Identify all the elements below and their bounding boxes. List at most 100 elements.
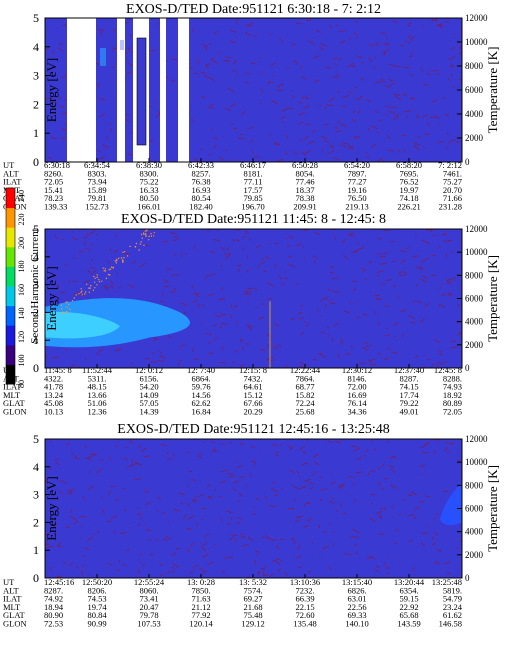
table-cell: 79.78: [139, 610, 158, 620]
color-bar-tick-label: 240: [17, 190, 26, 202]
color-bar-tick-label: 160: [17, 284, 26, 296]
table-cell: 76.38: [191, 177, 210, 187]
table-cell: 54.79: [443, 594, 462, 604]
table-cell: 12: 0:12: [135, 365, 163, 375]
table-cell: 59.76: [191, 382, 210, 392]
table-cell: 15.89: [87, 185, 106, 195]
table-cell: 12.36: [87, 407, 106, 417]
y-right-axis-label: Temperature [K]: [485, 255, 500, 342]
table-cell: 7232.: [295, 585, 314, 595]
table-cell: 20.70: [443, 185, 462, 195]
ion-enhancement-region: [440, 483, 462, 526]
y-tick-label: 3: [33, 488, 39, 502]
table-cell: 166.01: [137, 202, 160, 212]
table-cell: 13.24: [44, 390, 64, 400]
table-cell: 16.84: [191, 407, 211, 417]
table-cell: 74.15: [399, 382, 418, 392]
table-row-label: GLON: [3, 407, 27, 417]
table-cell: 74.18: [399, 193, 418, 203]
table-cell: 120.14: [189, 619, 213, 629]
table-row-label: UT: [3, 160, 15, 170]
table-cell: 219.13: [345, 202, 368, 212]
color-bar-tick-label: 80: [17, 380, 26, 388]
table-row-label: MLT: [3, 390, 21, 400]
table-cell: 16.33: [139, 185, 158, 195]
table-cell: 22.56: [347, 602, 366, 612]
table-cell: 11:52:44: [82, 365, 113, 375]
plot-background: [45, 18, 462, 162]
ephemeris-table-1: UTALTILATMLTGLATGLON6:30:188260.72.0515.…: [3, 160, 462, 212]
y-right-axis-label: Temperature [K]: [485, 47, 500, 134]
color-bar-frame: [5, 187, 16, 385]
color-bar-tick-label: 100: [17, 355, 26, 367]
table-cell: 16.69: [347, 390, 366, 400]
table-cell: 72.24: [295, 398, 315, 408]
table-cell: 5819.: [443, 585, 462, 595]
y-tick-label: 2: [33, 515, 39, 529]
y-right-tick-label: 12000: [465, 224, 488, 234]
y-right-tick-label: 12000: [465, 434, 488, 444]
y-right-tick-label: 2000: [465, 340, 484, 350]
ephemeris-table-2: UTALTILATMLTGLATGLON11:45: 84322.41.7813…: [3, 365, 462, 417]
table-cell: 72.60: [295, 610, 314, 620]
y-tick-label: 1: [33, 543, 39, 557]
table-cell: 78.23: [44, 193, 63, 203]
table-cell: 19.97: [399, 185, 418, 195]
table-cell: 17.57: [243, 185, 262, 195]
color-bar-segment: [6, 246, 15, 267]
table-cell: 8181.: [243, 168, 262, 178]
table-cell: 45.08: [44, 398, 63, 408]
table-cell: 75.48: [243, 610, 262, 620]
y-right-tick-label: 6000: [465, 504, 484, 514]
table-cell: 6:34:54: [84, 160, 111, 170]
table-cell: 69.33: [347, 610, 366, 620]
table-cell: 77.11: [244, 177, 263, 187]
table-cell: 7574.: [243, 585, 262, 595]
table-cell: 15.82: [295, 390, 314, 400]
y-right-tick-label: 2000: [465, 133, 484, 143]
y-right-tick-label: 8000: [465, 61, 484, 71]
speckle-band: [60, 229, 155, 315]
y-axis-label: Energy [eV]: [44, 58, 59, 122]
table-cell: 6:50:28: [292, 160, 318, 170]
table-cell: 7864.: [295, 373, 314, 383]
table-cell: 6:46:17: [240, 160, 266, 170]
table-cell: 61.62: [443, 610, 462, 620]
table-cell: 77.92: [191, 610, 210, 620]
spectrogram-plot-2: [45, 229, 462, 368]
y-right-tick-label: 2000: [465, 550, 484, 560]
table-cell: 73.41: [139, 594, 158, 604]
color-bar-segment: [6, 286, 15, 307]
table-cell: 14.39: [139, 407, 158, 417]
spectrogram-plot-3: [45, 439, 462, 578]
table-cell: 79.81: [87, 193, 106, 203]
plot-background: [45, 439, 462, 578]
table-cell: 13.66: [87, 390, 106, 400]
table-cell: 74.92: [44, 594, 63, 604]
table-cell: 78.38: [295, 193, 314, 203]
table-cell: 6:38:30: [136, 160, 162, 170]
table-cell: 7695.: [399, 168, 418, 178]
table-cell: 8303.: [87, 168, 106, 178]
table-cell: 7897.: [347, 168, 366, 178]
table-row-label: GLAT: [3, 610, 26, 620]
bright-patch: [120, 40, 124, 50]
table-cell: 6:42:33: [188, 160, 214, 170]
table-cell: 12:45: 8: [434, 365, 462, 375]
table-cell: 231.28: [439, 202, 462, 212]
table-cell: 20.47: [139, 602, 158, 612]
color-bar-tick-label: 120: [17, 331, 26, 343]
y-right-tick-label: 12000: [465, 13, 488, 23]
table-cell: 8260.: [44, 168, 63, 178]
table-cell: 80.89: [443, 398, 462, 408]
data-gap: [67, 18, 96, 162]
color-bar-tick-label: 220: [17, 214, 26, 226]
y-tick-label: 4: [33, 250, 39, 264]
table-cell: 77.46: [295, 177, 314, 187]
table-cell: 80.90: [44, 610, 63, 620]
table-cell: 71.66: [443, 193, 462, 203]
table-cell: 182.40: [189, 202, 212, 212]
table-cell: 152.73: [85, 202, 108, 212]
table-cell: 74.93: [443, 382, 462, 392]
table-cell: 80.50: [139, 193, 158, 203]
